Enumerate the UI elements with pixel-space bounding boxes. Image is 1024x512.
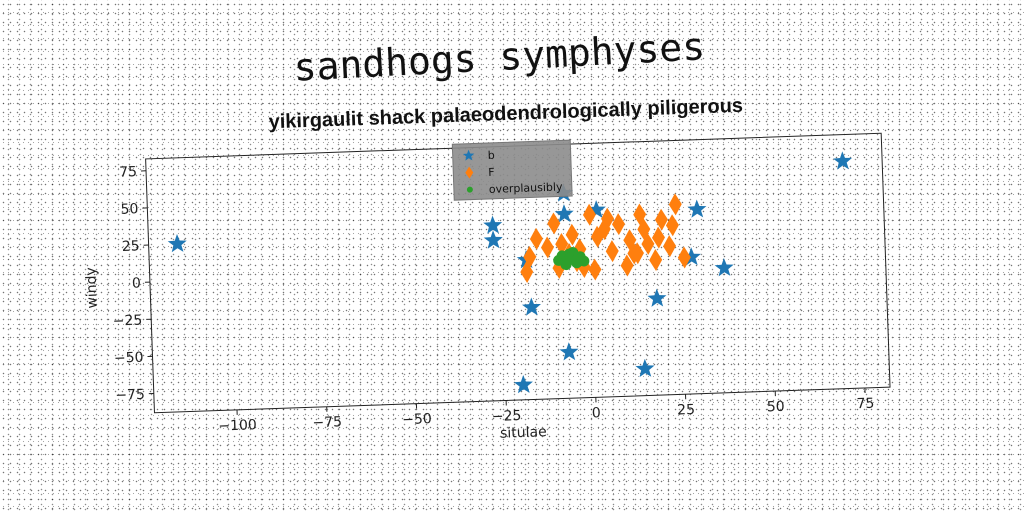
y-axis-label: windy [83,267,100,309]
data-point-f [654,208,668,231]
data-point-b [714,258,734,277]
legend-label: overplausibly [489,180,564,196]
x-axis-ticks: −100 −75 −50 −25 0 25 50 75 [218,387,875,435]
chart-subtitle: yikirgaulit shack palaeodendrologically … [268,95,743,134]
data-point-b [635,358,655,378]
data-point-f [651,226,665,249]
y-tick-label: −50 [114,350,144,367]
data-point-b [167,234,187,253]
data-point-b [483,230,503,249]
data-point-b [559,342,579,361]
data-point-f [663,235,677,258]
y-tick-label: −75 [115,387,145,404]
data-point-f [582,203,596,226]
data-point-f [520,260,534,283]
x-tick-label: 50 [767,399,785,416]
x-tick-label: −25 [492,408,522,425]
data-point-b [833,151,853,170]
data-point-b [521,297,542,316]
plot-area: −100 −75 −50 −25 0 25 50 75 −75 −50 −25 0 25 50 75 si… [83,132,891,442]
x-tick-label: −50 [402,411,432,428]
data-point-f [601,207,615,230]
data-point-overplausibly [571,254,583,266]
data-point-f [665,214,679,237]
data-point-b [586,200,606,219]
data-point-f [590,225,604,248]
data-point-f [565,223,579,246]
data-point-b [483,215,503,234]
y-axis-ticks: −75 −50 −25 0 25 50 75 [112,164,154,404]
data-point-f [605,240,619,263]
data-point-b [513,375,533,394]
legend-label: b [487,149,494,162]
data-point-f [641,232,655,255]
data-point-b [681,247,701,266]
data-point-b [554,204,574,223]
data-point-b [687,199,707,218]
y-tick-label: 50 [120,201,138,218]
data-point-f [677,246,691,269]
x-tick-label: −100 [218,417,257,434]
data-point-f [540,236,554,259]
x-tick-label: 25 [677,402,695,419]
legend-box [451,139,573,201]
y-tick-label: 25 [122,238,140,255]
data-point-f [555,232,569,255]
data-point-f [597,218,611,241]
legend-marker [465,166,474,179]
data-point-b [647,288,667,307]
data-point-f [529,227,543,250]
data-point-f [630,242,644,265]
x-tick-label: 0 [592,405,601,421]
chart-title: sandhogs symphyses [293,24,707,89]
x-tick-label: 75 [856,396,874,413]
x-tick-label: −75 [312,414,342,431]
data-point-f [588,258,602,281]
data-marks [167,151,853,394]
data-point-f [612,213,626,236]
legend-marker [462,149,475,161]
data-point-f [523,245,537,268]
data-point-f [668,193,682,216]
y-tick-label: 0 [132,275,141,291]
y-tick-label: 75 [119,164,137,181]
y-tick-label: −25 [112,313,142,330]
legend-label: F [488,166,495,179]
legend-marker [466,186,473,193]
data-point-f [620,254,634,277]
data-point-f [649,249,663,272]
data-point-f [547,212,561,235]
x-axis-label: situlae [500,424,547,442]
